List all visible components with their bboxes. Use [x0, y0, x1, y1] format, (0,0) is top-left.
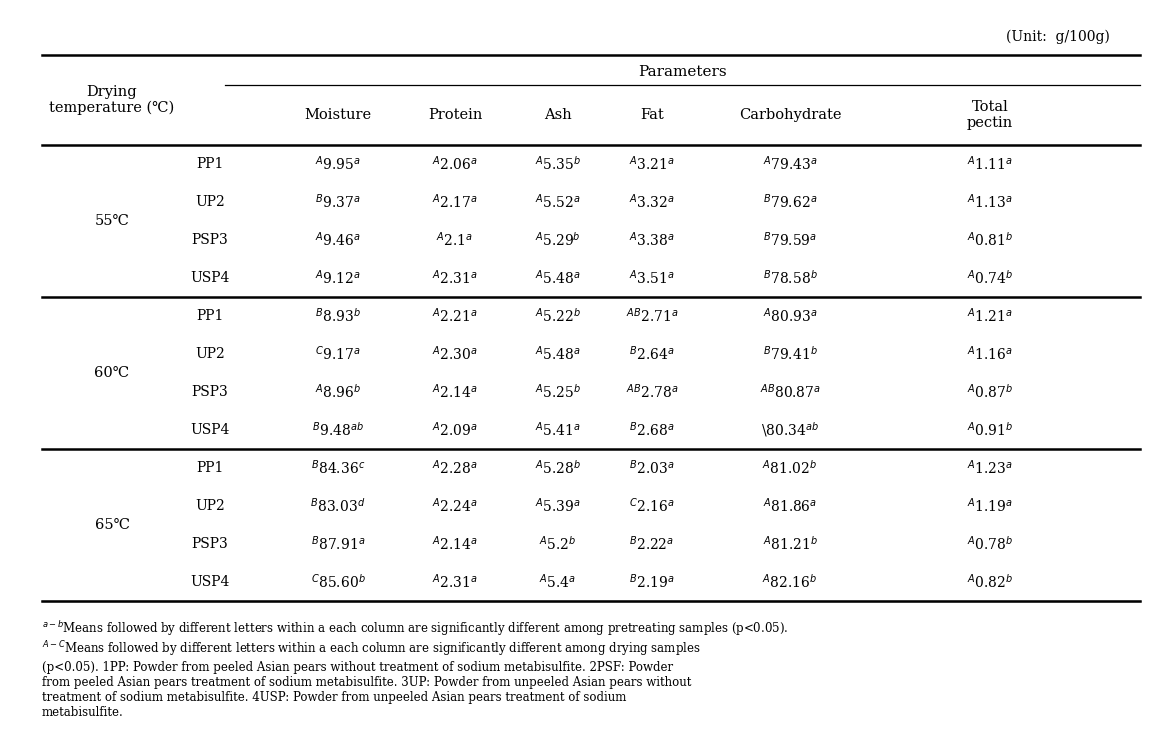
Text: $^{A}$5.25$^{b}$: $^{A}$5.25$^{b}$	[534, 383, 581, 401]
Text: Ash: Ash	[544, 108, 572, 122]
Text: $^{A}$0.82$^{b}$: $^{A}$0.82$^{b}$	[967, 573, 1013, 591]
Text: $^{A}$2.28$^{a}$: $^{A}$2.28$^{a}$	[432, 459, 477, 478]
Text: USP4: USP4	[190, 575, 230, 589]
Text: $^{A}$2.31$^{a}$: $^{A}$2.31$^{a}$	[432, 573, 478, 592]
Text: $^{A}$0.78$^{b}$: $^{A}$0.78$^{b}$	[966, 535, 1013, 553]
Text: Fat: Fat	[641, 108, 664, 122]
Text: $^{A}$1.16$^{a}$: $^{A}$1.16$^{a}$	[967, 345, 1013, 364]
Text: $^{B}$2.22$^{a}$: $^{B}$2.22$^{a}$	[629, 535, 675, 554]
Text: $^{C}$85.60$^{b}$: $^{C}$85.60$^{b}$	[310, 573, 365, 591]
Text: (Unit:  g/100g): (Unit: g/100g)	[1006, 30, 1110, 45]
Text: $^{A}$5.35$^{b}$: $^{A}$5.35$^{b}$	[534, 155, 581, 173]
Text: $^{A}$2.30$^{a}$: $^{A}$2.30$^{a}$	[432, 345, 478, 364]
Text: UP2: UP2	[195, 499, 225, 513]
Text: 55℃: 55℃	[95, 214, 130, 228]
Text: \80.34$^{ab}$: \80.34$^{ab}$	[761, 420, 819, 440]
Text: $^{A}$81.86$^{a}$: $^{A}$81.86$^{a}$	[763, 497, 817, 516]
Text: $^{A}$5.39$^{a}$: $^{A}$5.39$^{a}$	[534, 497, 581, 516]
Text: $^{A}$82.16$^{b}$: $^{A}$82.16$^{b}$	[762, 573, 818, 591]
Text: $^{A}$1.13$^{a}$: $^{A}$1.13$^{a}$	[967, 193, 1013, 212]
Text: $^{B}$83.03$^{d}$: $^{B}$83.03$^{d}$	[310, 497, 365, 515]
Text: $^{A}$79.43$^{a}$: $^{A}$79.43$^{a}$	[762, 155, 817, 174]
Text: Total
pectin: Total pectin	[967, 100, 1013, 130]
Text: $^{B}$78.58$^{b}$: $^{B}$78.58$^{b}$	[762, 269, 817, 287]
Text: $^{A}$2.24$^{a}$: $^{A}$2.24$^{a}$	[432, 497, 477, 516]
Text: USP4: USP4	[190, 423, 230, 437]
Text: PSP3: PSP3	[191, 537, 229, 551]
Text: $^{AB}$2.71$^{a}$: $^{AB}$2.71$^{a}$	[626, 307, 678, 326]
Text: $^{B}$9.37$^{a}$: $^{B}$9.37$^{a}$	[315, 193, 361, 212]
Text: $^{A}$0.91$^{b}$: $^{A}$0.91$^{b}$	[966, 421, 1013, 439]
Text: $^{A}$5.48$^{a}$: $^{A}$5.48$^{a}$	[534, 345, 581, 364]
Text: $^{A}$2.17$^{a}$: $^{A}$2.17$^{a}$	[432, 193, 478, 212]
Text: Drying
temperature (℃): Drying temperature (℃)	[49, 85, 175, 115]
Text: $^{A}$3.21$^{a}$: $^{A}$3.21$^{a}$	[629, 155, 675, 174]
Text: PSP3: PSP3	[191, 233, 229, 247]
Text: $^{A}$5.48$^{a}$: $^{A}$5.48$^{a}$	[534, 269, 581, 288]
Text: $^{C}$2.16$^{a}$: $^{C}$2.16$^{a}$	[629, 497, 675, 516]
Text: $^{A}$2.31$^{a}$: $^{A}$2.31$^{a}$	[432, 269, 478, 288]
Text: $^{A}$9.12$^{a}$: $^{A}$9.12$^{a}$	[315, 269, 361, 288]
Text: $^{A}$3.38$^{a}$: $^{A}$3.38$^{a}$	[629, 231, 675, 250]
Text: $^{B}$84.36$^{c}$: $^{B}$84.36$^{c}$	[310, 459, 365, 478]
Text: $^{A}$0.81$^{b}$: $^{A}$0.81$^{b}$	[967, 231, 1013, 249]
Text: $^{a-b}$Means followed by different letters within a each column are significant: $^{a-b}$Means followed by different lett…	[42, 619, 789, 638]
Text: $^{AB}$2.78$^{a}$: $^{AB}$2.78$^{a}$	[626, 383, 678, 402]
Text: $^{A}$2.14$^{a}$: $^{A}$2.14$^{a}$	[432, 535, 478, 554]
Text: $^{A}$9.46$^{a}$: $^{A}$9.46$^{a}$	[315, 231, 361, 250]
Text: $^{B}$9.48$^{ab}$: $^{B}$9.48$^{ab}$	[312, 421, 364, 439]
Text: $^{A}$8.96$^{b}$: $^{A}$8.96$^{b}$	[315, 383, 361, 401]
Text: $^{B}$79.41$^{b}$: $^{B}$79.41$^{b}$	[762, 345, 817, 363]
Text: $^{A}$5.52$^{a}$: $^{A}$5.52$^{a}$	[534, 193, 581, 212]
Text: UP2: UP2	[195, 347, 225, 361]
Text: $^{A}$1.19$^{a}$: $^{A}$1.19$^{a}$	[967, 497, 1013, 516]
Text: $^{C}$9.17$^{a}$: $^{C}$9.17$^{a}$	[315, 345, 361, 364]
Text: $^{A}$2.14$^{a}$: $^{A}$2.14$^{a}$	[432, 383, 478, 402]
Text: Parameters: Parameters	[638, 65, 727, 79]
Text: $^{A}$5.41$^{a}$: $^{A}$5.41$^{a}$	[534, 421, 581, 440]
Text: $^{A}$5.2$^{b}$: $^{A}$5.2$^{b}$	[539, 535, 576, 553]
Text: PP1: PP1	[196, 309, 224, 323]
Text: $^{A}$5.29$^{b}$: $^{A}$5.29$^{b}$	[536, 231, 581, 249]
Text: $^{B}$79.59$^{a}$: $^{B}$79.59$^{a}$	[763, 231, 817, 250]
Text: PSP3: PSP3	[191, 385, 229, 399]
Text: $^{A}$3.51$^{a}$: $^{A}$3.51$^{a}$	[629, 269, 675, 288]
Text: $^{B}$2.68$^{a}$: $^{B}$2.68$^{a}$	[629, 421, 675, 440]
Text: $^{A}$3.32$^{a}$: $^{A}$3.32$^{a}$	[629, 193, 675, 212]
Text: $^{A}$80.93$^{a}$: $^{A}$80.93$^{a}$	[762, 307, 817, 326]
Text: $^{A}$2.09$^{a}$: $^{A}$2.09$^{a}$	[432, 421, 478, 440]
Text: $^{A}$1.23$^{a}$: $^{A}$1.23$^{a}$	[967, 459, 1013, 478]
Text: $^{A-C}$Means followed by different letters within a each column are significant: $^{A-C}$Means followed by different lett…	[42, 639, 700, 719]
Text: $^{A}$5.4$^{a}$: $^{A}$5.4$^{a}$	[539, 573, 576, 592]
Text: $^{A}$5.22$^{b}$: $^{A}$5.22$^{b}$	[534, 307, 581, 325]
Text: $^{A}$1.11$^{a}$: $^{A}$1.11$^{a}$	[967, 155, 1013, 174]
Text: 60℃: 60℃	[95, 366, 130, 380]
Text: Moisture: Moisture	[305, 108, 371, 122]
Text: $^{A}$0.87$^{b}$: $^{A}$0.87$^{b}$	[967, 383, 1013, 401]
Text: $^{A}$2.1$^{a}$: $^{A}$2.1$^{a}$	[436, 231, 474, 250]
Text: $^{A}$81.21$^{b}$: $^{A}$81.21$^{b}$	[762, 535, 817, 553]
Text: $^{A}$1.21$^{a}$: $^{A}$1.21$^{a}$	[967, 307, 1013, 326]
Text: Protein: Protein	[428, 108, 482, 122]
Text: $^{A}$81.02$^{b}$: $^{A}$81.02$^{b}$	[762, 459, 818, 477]
Text: $^{A}$9.95$^{a}$: $^{A}$9.95$^{a}$	[315, 155, 361, 174]
Text: PP1: PP1	[196, 461, 224, 475]
Text: $^{B}$8.93$^{b}$: $^{B}$8.93$^{b}$	[315, 307, 361, 325]
Text: $^{B}$2.64$^{a}$: $^{B}$2.64$^{a}$	[629, 345, 675, 364]
Text: $^{B}$87.91$^{a}$: $^{B}$87.91$^{a}$	[310, 535, 365, 554]
Text: $^{A}$5.28$^{b}$: $^{A}$5.28$^{b}$	[534, 459, 581, 477]
Text: $^{A}$2.06$^{a}$: $^{A}$2.06$^{a}$	[432, 155, 478, 174]
Text: $^{B}$2.03$^{a}$: $^{B}$2.03$^{a}$	[629, 459, 675, 478]
Text: USP4: USP4	[190, 271, 230, 285]
Text: $^{A}$0.74$^{b}$: $^{A}$0.74$^{b}$	[966, 269, 1013, 287]
Text: 65℃: 65℃	[95, 518, 130, 532]
Text: $^{A}$2.21$^{a}$: $^{A}$2.21$^{a}$	[432, 307, 477, 326]
Text: $^{B}$2.19$^{a}$: $^{B}$2.19$^{a}$	[629, 573, 675, 592]
Text: UP2: UP2	[195, 195, 225, 209]
Text: PP1: PP1	[196, 157, 224, 171]
Text: $^{B}$79.62$^{a}$: $^{B}$79.62$^{a}$	[763, 193, 817, 212]
Text: Carbohydrate: Carbohydrate	[739, 108, 841, 122]
Text: $^{AB}$80.87$^{a}$: $^{AB}$80.87$^{a}$	[760, 383, 820, 402]
